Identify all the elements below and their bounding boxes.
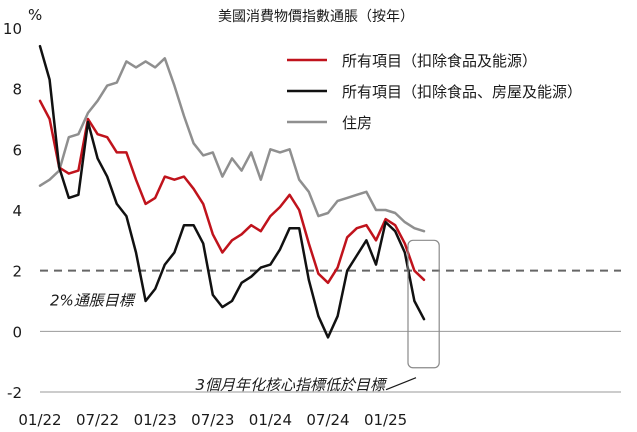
chart-title: 美國消費物價指數通脹（按年）: [218, 8, 414, 25]
y-axis-ticks: -2 0 2 4 6 8 10: [3, 20, 22, 402]
y-tick-label: 8: [12, 81, 22, 99]
legend-label-2: 住房: [342, 114, 372, 132]
x-tick-label: 07/22: [76, 411, 119, 429]
y-axis-unit-label: %: [28, 6, 42, 24]
x-tick-label: 07/23: [191, 411, 234, 429]
x-axis-ticks: 01/22 07/22 01/23 07/23 01/24 07/24 01/25: [18, 411, 407, 429]
y-tick-label: 10: [3, 20, 22, 38]
series-lines: [38, 44, 426, 339]
x-tick-label: 01/24: [249, 411, 292, 429]
y-tick-label: 2: [12, 263, 22, 281]
highlight-box: [407, 239, 440, 369]
legend: 所有項目（扣除食品及能源） 所有項目（扣除食品、房屋及能源） 住房: [287, 52, 582, 132]
target-label: 2%通脹目標: [50, 292, 137, 310]
legend-label-1: 所有項目（扣除食品、房屋及能源）: [342, 83, 582, 101]
x-tick-label: 01/25: [364, 411, 407, 429]
y-tick-label: -2: [7, 384, 22, 402]
x-tick-label: 01/22: [18, 411, 61, 429]
x-tick-label: 07/24: [306, 411, 349, 429]
legend-label-0: 所有項目（扣除食品及能源）: [342, 52, 537, 70]
annotation-text: 3個月年化核心指標低於目標: [195, 376, 388, 394]
y-tick-label: 0: [12, 323, 22, 341]
y-tick-label: 6: [12, 141, 22, 159]
x-tick-label: 01/23: [134, 411, 177, 429]
series-line-2: [38, 57, 426, 233]
series-line-0: [38, 99, 426, 285]
y-tick-label: 4: [12, 202, 22, 220]
series-line-1: [38, 44, 426, 339]
callout-line: [385, 377, 417, 391]
